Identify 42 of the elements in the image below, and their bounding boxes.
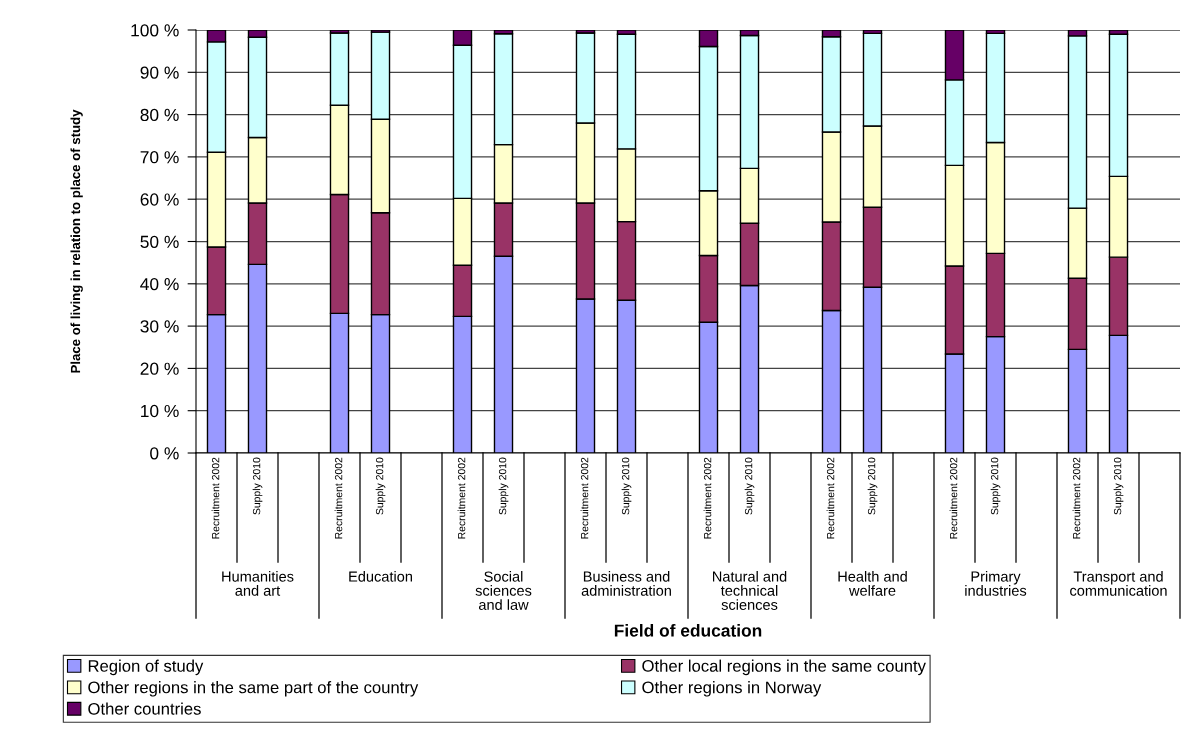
y-tick-label: 80 % xyxy=(140,108,179,122)
x-tick-label: Recruitment 2002 xyxy=(703,457,712,539)
text: Health and welfare xyxy=(838,571,907,596)
text: Natural and technical sciences xyxy=(713,571,787,610)
y-tick-label: 90 % xyxy=(140,66,179,79)
legend-label: Region of study xyxy=(88,659,204,676)
legend-label: Other local regions in the same county xyxy=(642,659,926,676)
y-tick-label: 20 % xyxy=(140,362,179,375)
text: Transport and communication xyxy=(1070,571,1167,596)
text: Business and administration xyxy=(581,571,671,596)
y-tick-label: 70 % xyxy=(140,151,179,164)
x-tick-label: Supply 2010 xyxy=(252,457,263,515)
legend-label: Other countries xyxy=(88,702,201,715)
y-tick-label: 60 % xyxy=(140,193,179,206)
y-tick-label: 10 % xyxy=(141,404,179,418)
x-tick-label: Recruitment 2002 xyxy=(334,457,343,539)
legend-label: Other regions in Norway xyxy=(642,681,822,697)
y-tick-label: 100 % xyxy=(131,24,179,37)
x-tick-label: Recruitment 2002 xyxy=(826,457,835,539)
x-tick-label: Supply 2010 xyxy=(1113,457,1124,515)
x-tick-label: Supply 2010 xyxy=(621,457,632,515)
legend-label: Other regions in the same part of the country xyxy=(88,681,419,697)
x-tick-label: Supply 2010 xyxy=(867,457,878,515)
y-tick-label: 0 % xyxy=(150,447,179,460)
text: Social sciences and law xyxy=(475,571,532,610)
y-axis-title: Place of living in relation to place of study xyxy=(70,109,83,373)
x-tick-label: Recruitment 2002 xyxy=(211,457,220,539)
x-tick-label: Recruitment 2002 xyxy=(457,457,466,539)
x-tick-label: Supply 2010 xyxy=(375,457,386,515)
y-tick-label: 40 % xyxy=(140,277,179,291)
x-tick-label: Recruitment 2002 xyxy=(949,457,958,539)
text: Humanities and art xyxy=(222,571,294,596)
x-axis-title: Field of education xyxy=(614,624,762,637)
x-tick-label: Recruitment 2002 xyxy=(1072,457,1081,539)
x-tick-label: Supply 2010 xyxy=(744,457,755,515)
x-tick-label: Supply 2010 xyxy=(990,457,1001,515)
x-tick-label: Supply 2010 xyxy=(498,457,509,515)
x-tick-label: Recruitment 2002 xyxy=(580,457,589,539)
text: Education xyxy=(349,571,412,582)
text: Primary industries xyxy=(965,571,1027,596)
y-tick-label: 30 % xyxy=(140,320,179,333)
y-tick-label: 50 % xyxy=(140,235,179,248)
